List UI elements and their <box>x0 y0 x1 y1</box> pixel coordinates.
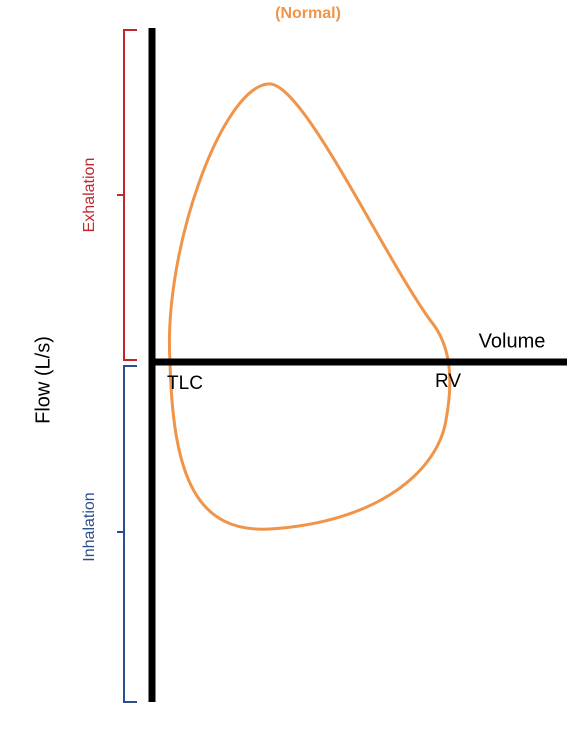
tlc-label: TLC <box>167 373 203 394</box>
x-axis-label: Volume <box>479 330 546 352</box>
rv-label: RV <box>435 371 461 392</box>
exhalation-label: Exhalation <box>81 158 98 233</box>
exhalation-bracket <box>117 29 137 361</box>
flow-volume-loop <box>167 82 452 531</box>
inhalation-label: Inhalation <box>81 492 98 561</box>
y-axis-label: Flow (L/s) <box>32 336 54 424</box>
diagram-title: (Normal) <box>275 5 341 22</box>
inhalation-bracket <box>117 365 137 703</box>
